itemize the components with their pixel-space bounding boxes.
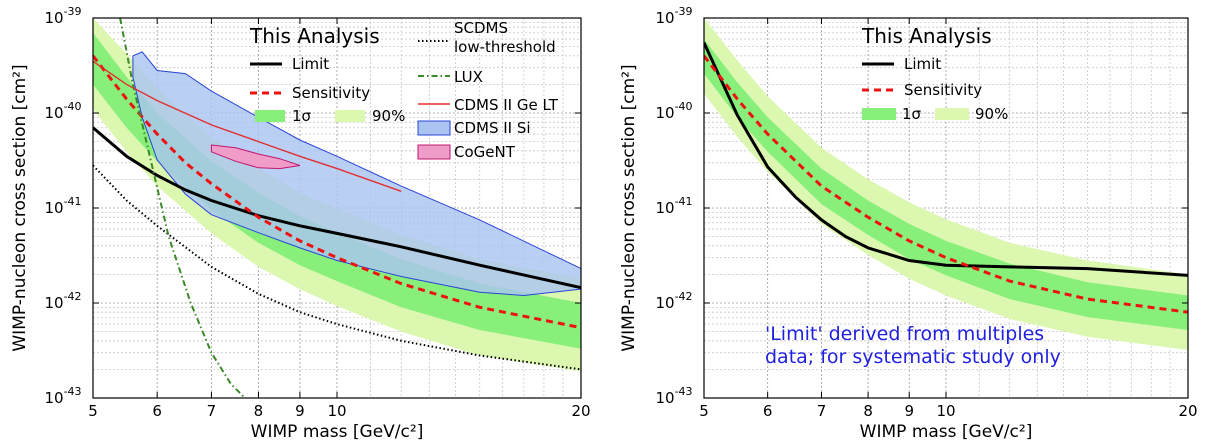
right-legend-sensitivity: Sensitivity	[904, 81, 982, 99]
left-xtick-label: 5	[88, 402, 98, 420]
left-xtick-label: 8	[254, 402, 264, 420]
right-legend-band1: 1σ	[902, 105, 922, 123]
right-sensitivity-line	[704, 54, 1188, 314]
right-xtick-label: 8	[863, 402, 873, 420]
cdms-ii-ge-lt-line	[93, 60, 402, 192]
right-panel: 5 6 7 8 9 10 20 10-43 10-42 10-41 10-40 10-39 WIMP …	[619, 5, 1198, 442]
right-legend-band1-swatch	[862, 108, 896, 120]
left-ytick-label: 10-42	[44, 290, 81, 312]
right-xtick-label: 9	[904, 402, 914, 420]
right-ticks: 5 6 7 8 9 10 20 10-43 10-42 10-41 10-40 10-39	[655, 5, 1197, 420]
right-annotation: 'Limit' derived from multiples data; for…	[765, 323, 1061, 368]
right-xtick-label: 7	[817, 402, 827, 420]
left-plot-area	[93, 18, 581, 398]
right-limit-line	[704, 42, 1188, 277]
left-ylabel: WIMP-nucleon cross section [cm²]	[10, 64, 30, 351]
left-xtick-label: 10	[327, 402, 346, 420]
right-ytick-label: 10-43	[655, 385, 692, 407]
left-legend-sensitivity: Sensitivity	[292, 84, 370, 102]
right-ytick-label: 10-39	[655, 5, 692, 27]
right-band-1sigma	[704, 39, 1188, 330]
right-legend-band90-swatch	[935, 108, 969, 120]
scdms-line	[93, 164, 581, 371]
left-legend-band90: 90%	[372, 107, 405, 125]
left-xtick-label: 7	[207, 402, 217, 420]
left-legend-limit: Limit	[292, 55, 329, 73]
right-xlabel: WIMP mass [GeV/c²]	[860, 422, 1033, 442]
left-legend-scdms: SCDMS low-threshold	[454, 19, 556, 56]
right-plot-area	[704, 18, 1188, 350]
left-legend-cdmssi: CDMS II Si	[454, 119, 531, 137]
left-legend-title: This Analysis	[249, 24, 380, 48]
left-sensitivity-line	[93, 54, 581, 330]
left-panel: 5 6 7 8 9 10 20 10-43 10-42 10-41 10-40 10-39 WIMP …	[10, 5, 591, 442]
right-xtick-label: 6	[763, 402, 773, 420]
left-ytick-label: 10-41	[44, 195, 81, 217]
left-legend-band1-swatch	[255, 110, 285, 122]
lux-line	[119, 18, 246, 398]
right-ylabel: WIMP-nucleon cross section [cm²]	[619, 64, 639, 351]
left-legend: This Analysis Limit Sensitivity 1σ 90% S…	[249, 19, 559, 161]
left-legend-band1: 1σ	[292, 107, 312, 125]
left-xtick-label: 6	[152, 402, 162, 420]
left-xtick-label: 20	[571, 402, 590, 420]
left-xlabel: WIMP mass [GeV/c²]	[251, 422, 424, 442]
right-xtick-label: 20	[1178, 402, 1197, 420]
left-legend-cdmssi-swatch	[417, 120, 451, 136]
left-ytick-label: 10-39	[44, 5, 81, 27]
left-legend-cdmsge: CDMS II Ge LT	[454, 96, 559, 114]
cogent-region	[210, 144, 301, 170]
left-xtick-label: 9	[295, 402, 305, 420]
left-ytick-label: 10-43	[44, 385, 81, 407]
left-legend-band90-swatch	[335, 110, 365, 122]
left-legend-cogent-swatch	[417, 144, 451, 160]
right-ytick-label: 10-42	[655, 290, 692, 312]
left-legend-cogent: CoGeNT	[454, 143, 516, 161]
right-ytick-label: 10-41	[655, 195, 692, 217]
right-legend-limit: Limit	[904, 55, 941, 73]
right-xtick-label: 10	[936, 402, 955, 420]
left-ytick-label: 10-40	[44, 100, 81, 122]
left-legend-lux: LUX	[454, 68, 483, 86]
right-xtick-label: 5	[699, 402, 709, 420]
right-legend-band90: 90%	[975, 105, 1008, 123]
right-ytick-label: 10-40	[655, 100, 692, 122]
left-ticks: 5 6 7 8 9 10 20 10-43 10-42 10-41 10-40 10-39	[44, 5, 590, 420]
right-legend: This Analysis Limit Sensitivity 1σ 90%	[861, 24, 1008, 123]
right-legend-title: This Analysis	[861, 24, 992, 48]
